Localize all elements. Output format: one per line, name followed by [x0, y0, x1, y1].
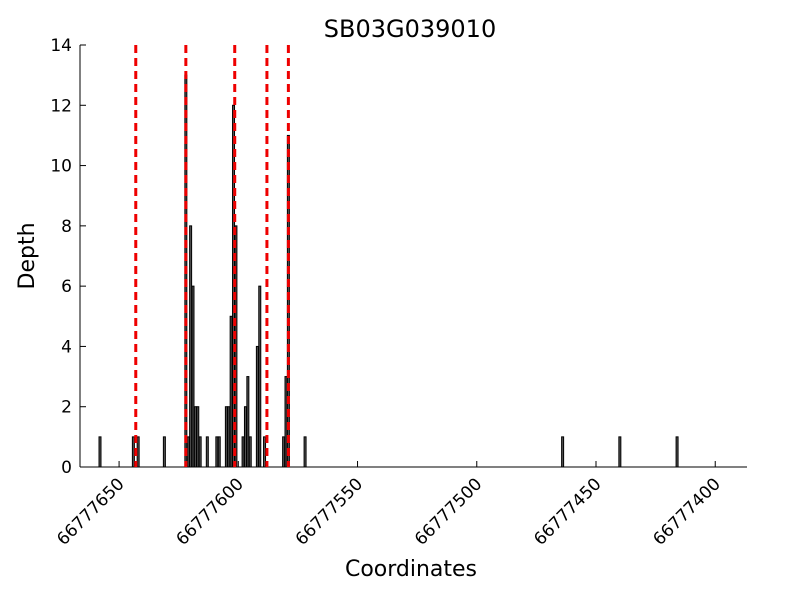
x-tick-label: 66777600	[173, 474, 248, 549]
x-tick-label: 66777450	[530, 474, 605, 549]
bar	[98, 436, 102, 468]
bar	[246, 376, 250, 468]
y-tick-label: 4	[61, 337, 72, 357]
y-tick-label: 0	[61, 458, 72, 478]
chart-title: SB03G039010	[324, 15, 496, 43]
x-axis-label: Coordinates	[345, 557, 477, 582]
bar	[243, 406, 247, 468]
bar	[675, 436, 679, 468]
bar	[196, 406, 200, 468]
markers-layer	[134, 45, 290, 467]
y-tick-label: 8	[61, 217, 72, 237]
bar	[227, 406, 231, 468]
y-tick-label: 14	[50, 36, 72, 56]
bar	[136, 436, 140, 468]
bar	[198, 436, 202, 468]
bar	[191, 285, 195, 468]
bar	[561, 436, 565, 468]
bar	[282, 436, 286, 468]
bar	[229, 315, 233, 468]
y-tick-label: 10	[50, 157, 72, 177]
bar	[162, 436, 166, 468]
bar	[131, 436, 135, 468]
y-tick-label: 6	[61, 277, 72, 297]
bar	[217, 436, 221, 468]
bar	[258, 285, 262, 468]
bar	[263, 436, 267, 468]
axes-layer	[79, 45, 747, 468]
x-tick-label: 66777400	[649, 474, 724, 549]
bar	[205, 436, 209, 468]
bar	[241, 436, 245, 468]
x-tick-label: 66777550	[292, 474, 367, 549]
bar	[286, 134, 290, 468]
bar	[248, 436, 252, 468]
bar	[618, 436, 622, 468]
bar	[255, 345, 259, 468]
y-tick-label: 12	[50, 96, 72, 116]
bar	[284, 376, 288, 468]
ticks-layer: 0 2 4 6 8 10 12 14 66777650 66777600 66777550 66777…	[50, 36, 724, 550]
bar	[186, 436, 190, 468]
x-tick-label: 66777500	[411, 474, 486, 549]
bar	[303, 436, 307, 468]
bar	[215, 436, 219, 468]
x-tick-label: 66777650	[53, 474, 128, 549]
bar	[224, 406, 228, 468]
y-tick-label: 2	[61, 398, 72, 418]
bar	[193, 406, 197, 468]
bar	[189, 225, 193, 468]
y-axis-label: Depth	[15, 222, 40, 289]
